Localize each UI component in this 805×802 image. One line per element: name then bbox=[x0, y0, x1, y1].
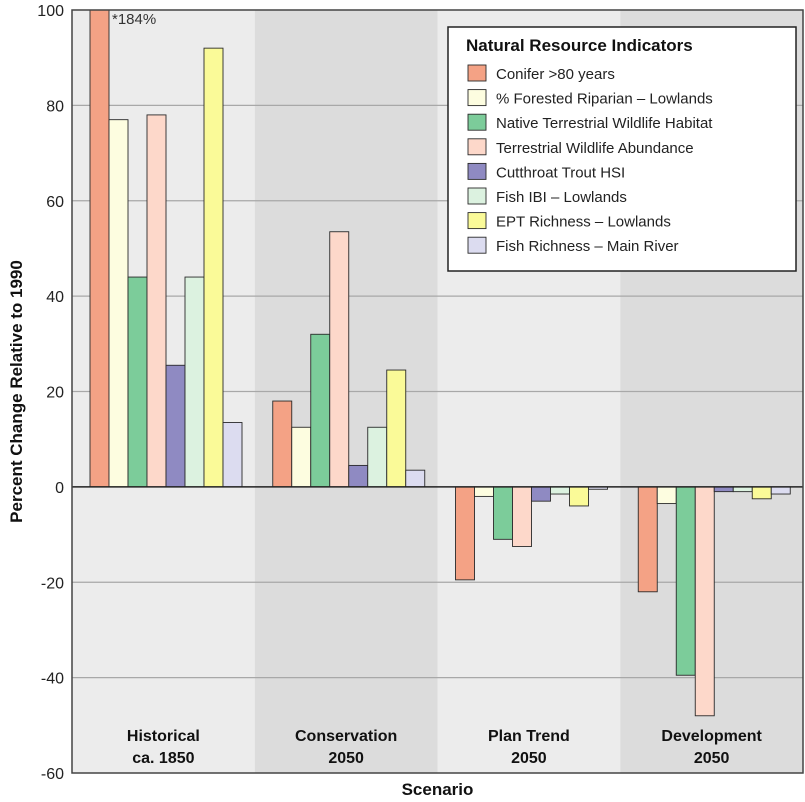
legend-title: Natural Resource Indicators bbox=[466, 36, 693, 55]
y-tick-label: 60 bbox=[46, 194, 64, 211]
bar bbox=[348, 464, 369, 488]
legend: Natural Resource Indicators Conifer >80 … bbox=[447, 26, 797, 272]
x-category-sublabel: 2050 bbox=[511, 750, 547, 767]
y-axis-label: Percent Change Relative to 1990 bbox=[7, 260, 26, 523]
legend-swatch bbox=[467, 187, 487, 205]
bar bbox=[367, 426, 388, 488]
x-category-label: Conservation bbox=[295, 728, 397, 745]
bar bbox=[493, 486, 513, 540]
legend-label: Cutthroat Trout HSI bbox=[496, 164, 625, 181]
legend-swatch bbox=[467, 113, 487, 131]
bar bbox=[569, 486, 589, 507]
y-tick-label: 40 bbox=[46, 289, 64, 306]
y-tick-label: 20 bbox=[46, 385, 64, 402]
y-tick-label: -40 bbox=[41, 671, 64, 688]
x-category-label: Historical bbox=[127, 728, 200, 745]
bar bbox=[329, 231, 350, 488]
bar bbox=[386, 369, 407, 488]
bar bbox=[455, 486, 475, 581]
legend-items: Conifer >80 years % Forested Riparian – L… bbox=[467, 64, 713, 255]
bars bbox=[89, 9, 791, 717]
bar bbox=[127, 276, 148, 488]
x-axis-label: Scenario bbox=[402, 780, 474, 799]
bar bbox=[694, 486, 715, 717]
bar bbox=[675, 486, 696, 676]
bar bbox=[550, 486, 570, 495]
bar bbox=[531, 486, 551, 502]
x-category-label: Plan Trend bbox=[488, 728, 570, 745]
bar bbox=[770, 486, 791, 495]
legend-label: % Forested Riparian – Lowlands bbox=[496, 91, 713, 108]
legend-swatch bbox=[467, 212, 487, 230]
legend-swatch bbox=[467, 64, 487, 82]
bar bbox=[184, 276, 205, 488]
y-tick-label: 100 bbox=[37, 3, 64, 20]
x-category-sublabel: 2050 bbox=[328, 750, 364, 767]
legend-swatch bbox=[467, 162, 487, 180]
x-category-label: Development bbox=[661, 728, 762, 745]
legend-swatch bbox=[467, 89, 487, 107]
bar bbox=[405, 469, 426, 488]
bar bbox=[89, 9, 110, 488]
bar-annotation: *184% bbox=[112, 11, 156, 28]
y-tick-label: -60 bbox=[41, 766, 64, 783]
bar bbox=[751, 486, 772, 500]
bar bbox=[310, 333, 331, 488]
legend-label: Conifer >80 years bbox=[496, 66, 615, 83]
bar bbox=[108, 119, 129, 488]
bar bbox=[637, 486, 658, 593]
legend-swatch bbox=[467, 236, 487, 254]
legend-label: Fish Richness – Main River bbox=[496, 238, 679, 255]
bar bbox=[656, 486, 677, 505]
bar bbox=[146, 114, 167, 488]
legend-swatch bbox=[467, 138, 487, 156]
legend-label: Terrestrial Wildlife Abundance bbox=[496, 140, 694, 157]
y-tick-label: 0 bbox=[55, 480, 64, 497]
plot-frame bbox=[71, 9, 804, 774]
bar bbox=[512, 486, 532, 547]
y-tick-label: -20 bbox=[41, 575, 64, 592]
bar bbox=[291, 426, 312, 488]
bar bbox=[165, 364, 186, 488]
bar bbox=[203, 47, 224, 488]
bar bbox=[272, 400, 293, 488]
legend-label: Fish IBI – Lowlands bbox=[496, 189, 627, 206]
x-category-labels: Historical ca. 1850 Conservation 2050 Plan T… bbox=[127, 728, 763, 767]
bar bbox=[474, 486, 494, 497]
legend-box bbox=[447, 26, 797, 272]
y-tick-label: 80 bbox=[46, 98, 64, 115]
legend-label: EPT Richness – Lowlands bbox=[496, 214, 671, 231]
bar bbox=[222, 422, 243, 488]
legend-label: Native Terrestrial Wildlife Habitat bbox=[496, 115, 713, 132]
x-category-sublabel: ca. 1850 bbox=[132, 750, 194, 767]
y-tick-labels: -60 -40 -20 0 20 40 60 80 100 bbox=[37, 3, 64, 783]
x-category-sublabel: 2050 bbox=[694, 750, 730, 767]
